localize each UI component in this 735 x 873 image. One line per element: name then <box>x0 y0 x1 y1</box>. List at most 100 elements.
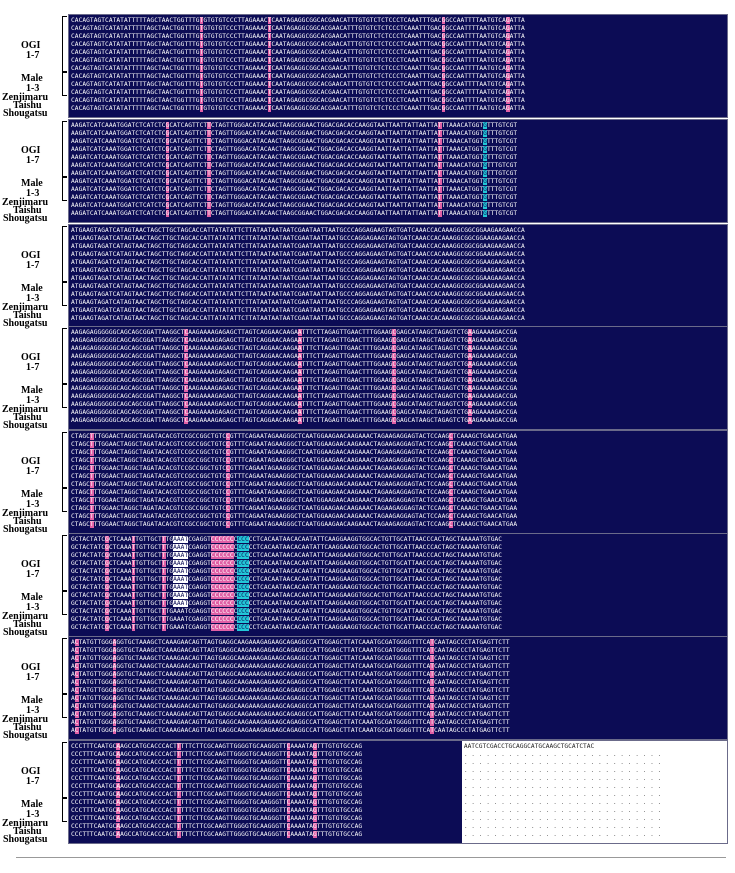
sequence-row: AAGAGAGGGGGGCAGCAGCGGATTAAGGCTCAAGAAAAGA… <box>71 361 518 368</box>
label-male-range: 1-3 <box>26 602 40 613</box>
label-ogi: OGI <box>21 250 41 261</box>
label-ogi: OGI <box>21 662 41 673</box>
brace-male <box>62 798 67 822</box>
sequence-row: CCCTTTCAATGCAAGCCATGCACCCACTTTTTCTTCGCAA… <box>71 799 363 806</box>
sequence-row: ATGAAGTAGATCATAGTAACTAGCTTGCTAGCACCATTAT… <box>71 299 525 306</box>
label-male: Male <box>21 178 43 189</box>
brace-ogi <box>62 121 67 177</box>
sequence-row: CTAGCTTTGGAACTAGGCTAGATACACGTCCGCCGGCTGT… <box>71 473 518 480</box>
gap-dots: . . . . . . . . . . . . . . . . . . . . … <box>463 799 662 806</box>
gap-dots: . . . . . . . . . . . . . . . . . . . . … <box>463 759 662 766</box>
sequence-row: ATGAAGTAGATCATAGTAACTAGCTTGCTAGCACCATTAT… <box>71 235 525 242</box>
sequence-row: AAGATCATCAAATGGATCTCATCTCGCATCAGTTCTTCTA… <box>71 130 518 137</box>
sequence-row: CTAGCTTTGGAACTAGGCTAGATACACGTCCGCCGGCTGT… <box>71 497 518 504</box>
sequence-row: ATGAAGTAGATCATAGTAACTAGCTTGCTAGCACCATTAT… <box>71 259 525 266</box>
label-shougatsu: Shougatsu <box>3 108 48 119</box>
trailing-sequence: AATCGTCGACCTGCAGGCATGCAAGCTGCATCTAC <box>463 743 595 751</box>
sequence-row: CACAGTAGTCATATATTTTTAGCTAACTGGTTTGTGTGTG… <box>71 97 525 104</box>
gap-dots: . . . . . . . . . . . . . . . . . . . . … <box>463 807 662 814</box>
sequence-row: CTAGCTTTGGAACTAGGCTAGATACACGTCCGCCGGCTGT… <box>71 505 518 512</box>
sequence-row: CCCTTTCAATGCAAGCCATGCACCCACTTTTTCTTCGCAA… <box>71 751 363 758</box>
sequence-row: CTAGCTTTGGAACTAGGCTAGATACACGTCCGCCGGCTGT… <box>71 441 518 448</box>
sequence-row: GCTACTATCGCTCAAATTGTTGCTTTGAAATCGAGGTCCC… <box>71 624 503 631</box>
label-ogi-range: 1-7 <box>26 362 40 373</box>
sequence-row: AAGATCATCAAATGGATCTCATCTCGCATCAGTTCTTCTA… <box>71 122 518 129</box>
sequence-row: AAGAGAGGGGGGCAGCAGCGGATTAAGGCTCAAGAAAAGA… <box>71 329 518 336</box>
brace-male <box>62 694 67 718</box>
sequence-row: AAGAGAGGGGGGCAGCAGCGGATTAAGGCTCAAGAAAAGA… <box>71 369 518 376</box>
gap-dots: . . . . . . . . . . . . . . . . . . . . … <box>463 791 662 798</box>
sequence-row: GCTACTATCGCTCAAATTGTTGCTTTGAAATCGAGGTCCC… <box>71 584 503 591</box>
sequence-row: GCTACTATCGCTCAAATTGTTGCTTTGAAATCGAGGTCCC… <box>71 600 503 607</box>
sequence-row: AAGATCATCAAATGGATCTCATCTCGCATCAGTTCTTCTA… <box>71 194 518 201</box>
sequence-row: ATGAAGTAGATCATAGTAACTAGCTTGCTAGCACCATTAT… <box>71 291 525 298</box>
sequence-row: ACTATGTTGGGAGGTGCTAAAGCTCAAAGAACAGTTAGTG… <box>71 711 510 718</box>
label-taishu: Taishu <box>13 100 42 111</box>
sequence-row: ATGAAGTAGATCATAGTAACTAGCTTGCTAGCACCATTAT… <box>71 267 525 274</box>
label-taishu: Taishu <box>13 516 42 527</box>
alignment-block: GCTACTATCGCTCAAATTGTTGCTTTGAAATCGAGGTCCC… <box>68 533 728 637</box>
alignment-block: ACTATGTTGGGAGGTGCTAAAGCTCAAAGAACAGTTAGTG… <box>68 636 728 740</box>
sequence-row: GCTACTATCGCTCAAATTGTTGCTTTGAAATCGAGGTCCC… <box>71 544 503 551</box>
label-ogi-range: 1-7 <box>26 569 40 580</box>
sequence-row: AAGATCATCAAATGGATCTCATCTCGCATCAGTTCTTCTA… <box>71 210 518 217</box>
sequence-row: AAGAGAGGGGGGCAGCAGCGGATTAAGGCTCAAGAAAAGA… <box>71 417 518 424</box>
sequence-row: CACAGTAGTCATATATTTTTAGCTAACTGGTTTGTGTGTG… <box>71 65 525 72</box>
sequence-row: AAGATCATCAAATGGATCTCATCTCGCATCAGTTCTTCTA… <box>71 178 518 185</box>
sequence-row: AAGAGAGGGGGGCAGCAGCGGATTAAGGCTCAAGAAAAGA… <box>71 401 518 408</box>
sequence-row: GCTACTATCGCTCAAATTGTTGCTTTGAAATCGAGGTCCC… <box>71 608 503 615</box>
label-zenjimaru: Zenjimaru <box>2 818 49 829</box>
label-shougatsu: Shougatsu <box>3 420 48 431</box>
sequence-row: ACTATGTTGGGAGGTGCTAAAGCTCAAAGAACAGTTAGTG… <box>71 687 510 694</box>
brace-ogi <box>62 742 67 798</box>
gap-dots: . . . . . . . . . . . . . . . . . . . . … <box>463 815 662 822</box>
sequence-row: CACAGTAGTCATATATTTTTAGCTAACTGGTTTGTGTGTG… <box>71 81 525 88</box>
gap-dots: . . . . . . . . . . . . . . . . . . . . … <box>463 775 662 782</box>
sequence-row: AAGATCATCAAATGGATCTCATCTCGCATCAGTTCTTCTA… <box>71 154 518 161</box>
label-ogi: OGI <box>21 456 41 467</box>
sequence-row: CACAGTAGTCATATATTTTTAGCTAACTGGTTTGTGTGTG… <box>71 57 525 64</box>
sequence-row: ACTATGTTGGGAGGTGCTAAAGCTCAAAGAACAGTTAGTG… <box>71 639 510 646</box>
sequence-row: CTAGCTTTGGAACTAGGCTAGATACACGTCCGCCGGCTGT… <box>71 513 518 520</box>
label-ogi: OGI <box>21 559 41 570</box>
sequence-row: GCTACTATCGCTCAAATTGTTGCTTTGAAATCGAGGTCCC… <box>71 560 503 567</box>
label-male-range: 1-3 <box>26 499 40 510</box>
sequence-row: CACAGTAGTCATATATTTTTAGCTAACTGGTTTGTGTGTG… <box>71 49 525 56</box>
label-shougatsu: Shougatsu <box>3 524 48 535</box>
sequence-row: ATGAAGTAGATCATAGTAACTAGCTTGCTAGCACCATTAT… <box>71 283 525 290</box>
sequence-row: GCTACTATCGCTCAAATTGTTGCTTTGAAATCGAGGTCCC… <box>71 616 503 623</box>
sequence-row: AAGATCATCAAATGGATCTCATCTCGCATCAGTTCTTCTA… <box>71 170 518 177</box>
label-ogi-range: 1-7 <box>26 672 40 683</box>
label-ogi-range: 1-7 <box>26 466 40 477</box>
sequence-row: CCCTTTCAATGCAAGCCATGCACCCACTTTTTCTTCGCAA… <box>71 759 363 766</box>
sequence-row: ACTATGTTGGGAGGTGCTAAAGCTCAAAGAACAGTTAGTG… <box>71 663 510 670</box>
label-male-range: 1-3 <box>26 83 40 94</box>
sequence-row: CCCTTTCAATGCAAGCCATGCACCCACTTTTTCTTCGCAA… <box>71 831 363 838</box>
label-male-range: 1-3 <box>26 188 40 199</box>
brace-male <box>62 282 67 306</box>
sequence-row: AAGAGAGGGGGGCAGCAGCGGATTAAGGCTCAAGAAAAGA… <box>71 393 518 400</box>
label-zenjimaru: Zenjimaru <box>2 611 49 622</box>
alignment-block: CTAGCTTTGGAACTAGGCTAGATACACGTCCGCCGGCTGT… <box>68 430 728 534</box>
bottom-rule <box>16 857 726 858</box>
label-male-range: 1-3 <box>26 705 40 716</box>
label-taishu: Taishu <box>13 619 42 630</box>
label-taishu: Taishu <box>13 310 42 321</box>
label-male: Male <box>21 695 43 706</box>
label-shougatsu: Shougatsu <box>3 834 48 845</box>
label-ogi: OGI <box>21 40 41 51</box>
sequence-row: CACAGTAGTCATATATTTTTAGCTAACTGGTTTGTGTGTG… <box>71 73 525 80</box>
trailing-gap-region <box>461 741 727 843</box>
sequence-row: CCCTTTCAATGCAAGCCATGCACCCACTTTTTCTTCGCAA… <box>71 783 363 790</box>
sequence-row: CACAGTAGTCATATATTTTTAGCTAACTGGTTTGTGTGTG… <box>71 89 525 96</box>
label-taishu: Taishu <box>13 412 42 423</box>
gap-dots: . . . . . . . . . . . . . . . . . . . . … <box>463 831 662 838</box>
label-taishu: Taishu <box>13 205 42 216</box>
label-zenjimaru: Zenjimaru <box>2 404 49 415</box>
label-male-range: 1-3 <box>26 809 40 820</box>
sequence-row: AAGATCATCAAATGGATCTCATCTCGCATCAGTTCTTCTA… <box>71 138 518 145</box>
label-ogi-range: 1-7 <box>26 155 40 166</box>
sequence-row: CTAGCTTTGGAACTAGGCTAGATACACGTCCGCCGGCTGT… <box>71 481 518 488</box>
gap-dots: . . . . . . . . . . . . . . . . . . . . … <box>463 767 662 774</box>
